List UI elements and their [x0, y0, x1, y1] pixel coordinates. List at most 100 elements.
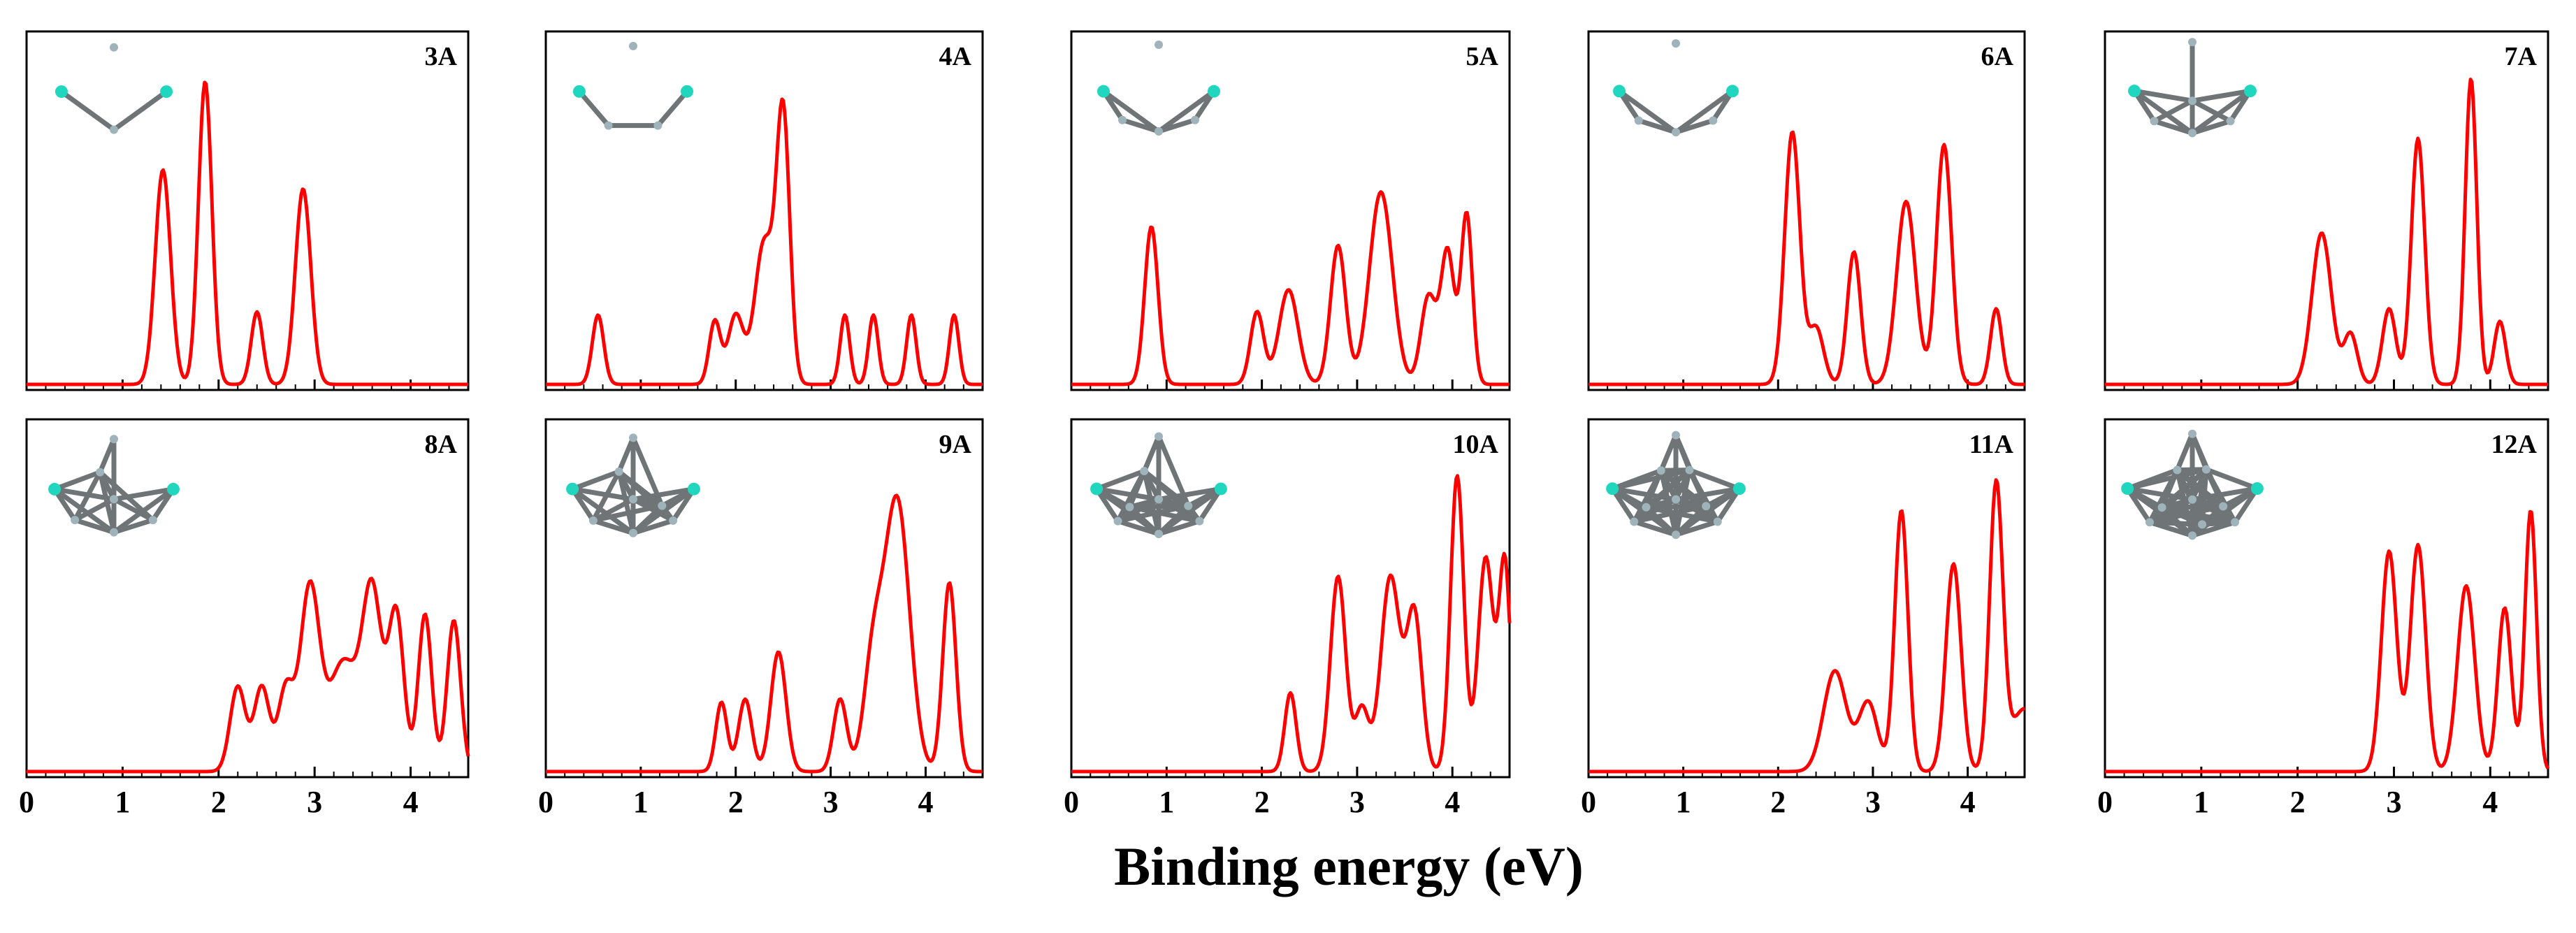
atom: [1672, 39, 1680, 48]
bond: [97, 470, 117, 535]
atom: [1634, 116, 1643, 125]
bond: [2199, 519, 2238, 527]
bond: [1141, 468, 1191, 509]
atom: [110, 528, 118, 537]
tick-label: 3: [823, 785, 839, 819]
cluster-structure-icon: [572, 41, 694, 130]
cluster-structure-icon: [566, 433, 700, 537]
atom: [148, 516, 157, 525]
atom: [1090, 482, 1104, 496]
cluster-structure-icon: [1606, 431, 1746, 540]
atom: [96, 468, 105, 477]
atom: [1214, 482, 1227, 496]
spectrum-line: [545, 493, 983, 774]
atom: [1125, 502, 1134, 512]
atom: [614, 467, 623, 476]
atom: [55, 85, 68, 99]
bond: [111, 89, 169, 133]
atom: [2201, 465, 2210, 474]
bond: [1616, 88, 1679, 135]
spectrum-line: [2104, 509, 2550, 774]
atom: [1709, 116, 1718, 125]
atom: [1155, 495, 1163, 504]
tick-label: 4: [2482, 785, 2498, 819]
atom: [1713, 517, 1722, 526]
atom: [687, 482, 700, 496]
atom: [629, 41, 637, 50]
bond: [1120, 117, 1162, 134]
atom: [604, 121, 613, 130]
bond: [2199, 504, 2226, 527]
bond: [2159, 467, 2180, 510]
atom: [1606, 482, 1619, 496]
bond: [1643, 503, 1709, 510]
atom: [2173, 465, 2182, 475]
cluster-structure-icon: [55, 43, 173, 134]
spectrum-line: [1588, 130, 2025, 386]
panel-10A: 0 1 2 3 4 10A: [1064, 418, 1512, 819]
atom: [1140, 467, 1149, 476]
tick-label: 3: [307, 785, 322, 819]
bond: [655, 89, 690, 129]
atom: [629, 433, 637, 442]
bond: [1127, 504, 1162, 537]
bond: [72, 517, 117, 535]
x-axis-title: Binding energy (eV): [1114, 836, 1584, 897]
bond: [1673, 486, 1742, 502]
bond: [1631, 519, 1679, 537]
bond: [2132, 88, 2195, 103]
panel-frame: [1587, 30, 2026, 391]
atom: [71, 516, 80, 525]
bond: [1643, 468, 1664, 510]
atom: [1190, 115, 1199, 124]
atom: [1155, 432, 1163, 441]
tick-label: 1: [1159, 785, 1174, 819]
atom: [110, 435, 118, 444]
tick-label: 3: [1349, 785, 1365, 819]
bond: [616, 469, 665, 509]
tick-label: 1: [633, 785, 649, 819]
bond: [97, 436, 117, 475]
atom: [572, 85, 586, 98]
atom: [110, 43, 118, 52]
panel-6A: 6A: [1587, 30, 2026, 391]
atom: [1118, 115, 1127, 124]
atom: [110, 125, 118, 134]
atom: [1672, 431, 1680, 440]
atom: [1155, 127, 1163, 136]
bond: [2125, 467, 2209, 491]
bond: [1115, 519, 1162, 537]
atom: [1672, 495, 1680, 504]
tick-label: 3: [1865, 785, 1881, 819]
bond: [570, 469, 622, 492]
bond: [1643, 505, 1721, 524]
panel-label: 12A: [2491, 430, 2538, 459]
bond: [2159, 504, 2226, 510]
bond: [1715, 486, 1742, 524]
bond: [1609, 468, 1692, 491]
bond: [616, 469, 636, 536]
bond: [1156, 89, 1217, 134]
bond: [2190, 98, 2234, 124]
atom: [1097, 85, 1110, 98]
cluster-structure-icon: [1097, 41, 1221, 136]
tick-label: 4: [1960, 785, 1976, 819]
atom: [1702, 502, 1711, 511]
tick-label: 2: [211, 785, 226, 819]
atom: [1113, 516, 1122, 526]
atom: [1195, 516, 1204, 526]
cluster-structure-icon: [1613, 39, 1739, 137]
tick-label: 2: [2290, 785, 2306, 819]
tick-label: 2: [1254, 785, 1270, 819]
cluster-structure-icon: [2121, 429, 2264, 540]
panel-label: 7A: [2505, 42, 2538, 71]
bond: [97, 470, 117, 502]
panel-12A: 0 1 2 3 4 12A: [2097, 418, 2550, 819]
spectrum-line: [26, 577, 470, 774]
bond: [2190, 88, 2253, 136]
bond: [1686, 468, 1709, 509]
atom: [1155, 41, 1163, 49]
atom: [1630, 517, 1639, 526]
atom: [2157, 503, 2166, 512]
